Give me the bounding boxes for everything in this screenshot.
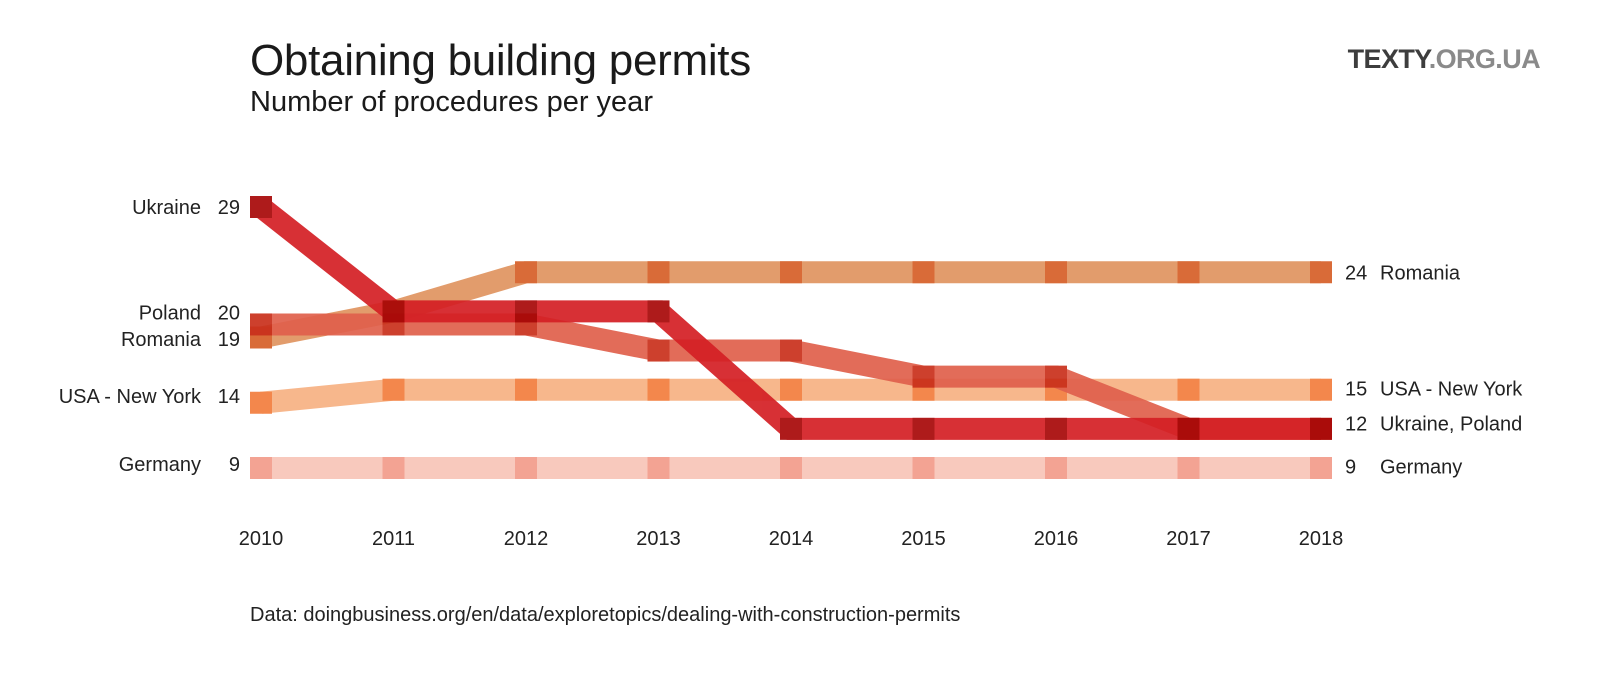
x-tick-2012: 2012 xyxy=(504,528,549,550)
point-germany-2017 xyxy=(1177,457,1200,479)
data-source: Data: doingbusiness.org/en/data/exploret… xyxy=(250,604,961,626)
brand-domain: .ORG.UA xyxy=(1428,44,1541,74)
x-tick-2018: 2018 xyxy=(1299,528,1344,550)
point-usa-new-york-2013 xyxy=(647,378,670,401)
point-ukraine-2017 xyxy=(1177,417,1200,440)
start-value-romania: 19 xyxy=(218,329,240,351)
point-poland-2010 xyxy=(250,313,272,336)
point-usa-new-york-2018 xyxy=(1310,378,1332,401)
chart-title: Obtaining building permits xyxy=(250,36,751,85)
point-usa-new-york-2017 xyxy=(1177,378,1200,401)
series-ukraine xyxy=(250,196,1332,440)
point-poland-2013 xyxy=(647,339,670,362)
point-ukraine-2018 xyxy=(1310,417,1332,440)
point-poland-2014 xyxy=(780,339,802,362)
start-label-germany: Germany xyxy=(119,454,201,476)
point-ukraine-2014 xyxy=(780,417,802,440)
end-label-germany: Germany xyxy=(1380,457,1462,479)
end-value-romania: 24 xyxy=(1345,262,1367,284)
brand-logo[interactable]: TEXTY.ORG.UA xyxy=(1347,44,1541,75)
end-value-ukraine-poland: 12 xyxy=(1345,414,1367,436)
point-usa-new-york-2014 xyxy=(780,378,802,401)
x-tick-2010: 2010 xyxy=(239,528,284,550)
point-germany-2018 xyxy=(1310,457,1332,479)
point-usa-new-york-2012 xyxy=(515,378,537,401)
x-tick-2015: 2015 xyxy=(901,528,946,550)
point-germany-2015 xyxy=(912,457,935,479)
point-germany-2011 xyxy=(382,457,405,479)
end-value-germany: 9 xyxy=(1345,457,1356,479)
x-tick-2017: 2017 xyxy=(1166,528,1211,550)
start-label-poland: Poland xyxy=(139,303,201,325)
brand-main: TEXTY xyxy=(1347,44,1430,74)
point-germany-2013 xyxy=(647,457,670,479)
chart-subtitle: Number of procedures per year xyxy=(250,86,653,118)
point-poland-2015 xyxy=(912,365,935,388)
point-romania-2014 xyxy=(780,261,802,284)
point-germany-2012 xyxy=(515,457,537,479)
point-romania-2016 xyxy=(1045,261,1067,284)
series-romania xyxy=(250,261,1332,349)
point-germany-2016 xyxy=(1045,457,1067,479)
point-romania-2018 xyxy=(1310,261,1332,284)
start-label-romania: Romania xyxy=(121,329,202,351)
point-romania-2015 xyxy=(912,261,935,284)
point-germany-2014 xyxy=(780,457,802,479)
end-label-ukraine-poland: Ukraine, Poland xyxy=(1380,414,1522,436)
point-romania-2013 xyxy=(647,261,670,284)
point-usa-new-york-2011 xyxy=(382,378,405,401)
x-tick-2011: 2011 xyxy=(372,528,415,550)
start-label-ukraine: Ukraine xyxy=(132,197,201,219)
end-label-usa-new-york: USA - New York xyxy=(1380,378,1523,400)
point-ukraine-2010 xyxy=(250,196,272,218)
start-value-usa-new-york: 14 xyxy=(218,386,240,408)
end-label-romania: Romania xyxy=(1380,262,1461,284)
start-value-ukraine: 29 xyxy=(218,197,240,219)
point-ukraine-2015 xyxy=(912,417,935,440)
x-tick-2013: 2013 xyxy=(636,528,681,550)
point-romania-2017 xyxy=(1177,261,1200,284)
series-usa-new-york xyxy=(250,378,1332,414)
point-ukraine-2011 xyxy=(382,300,405,323)
point-ukraine-2013 xyxy=(647,300,670,323)
point-poland-2016 xyxy=(1045,365,1067,388)
point-ukraine-2012 xyxy=(515,300,537,323)
end-value-usa-new-york: 15 xyxy=(1345,378,1367,400)
x-tick-2016: 2016 xyxy=(1034,528,1079,550)
start-label-usa-new-york: USA - New York xyxy=(59,386,202,408)
series-germany xyxy=(250,457,1332,479)
point-germany-2010 xyxy=(250,457,272,479)
x-tick-2014: 2014 xyxy=(769,528,814,550)
point-romania-2012 xyxy=(515,261,537,284)
start-value-poland: 20 xyxy=(218,303,240,325)
point-ukraine-2016 xyxy=(1045,417,1067,440)
start-value-germany: 9 xyxy=(229,454,240,476)
point-usa-new-york-2010 xyxy=(250,391,272,414)
